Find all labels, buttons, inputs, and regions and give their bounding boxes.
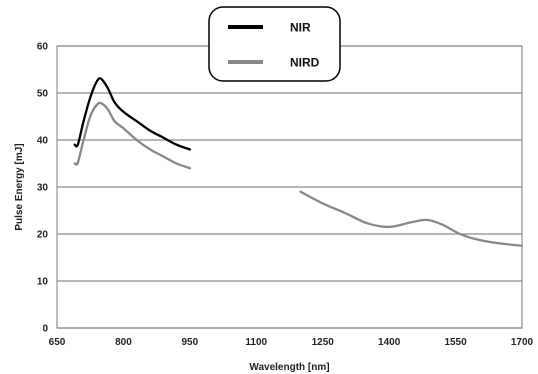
y-tick-label: 10 (37, 277, 49, 288)
x-tick-label: 1700 (511, 337, 534, 348)
legend-box (208, 6, 341, 82)
legend-label-nird: NIRD (290, 56, 320, 70)
y-axis-title: Pulse Energy [mJ] (14, 143, 25, 230)
x-tick-label: 950 (182, 337, 199, 348)
x-tick-label: 650 (49, 337, 66, 348)
tick-labels: 0 10 20 30 40 50 60 650 800 950 1100 1250 1400 1550 17… (37, 42, 534, 349)
series-line-nird-1 (299, 190, 524, 247)
x-axis-title: Wavelength [nm] (249, 362, 329, 373)
y-tick-label: 40 (37, 136, 49, 147)
y-tick-label: 60 (37, 42, 49, 53)
x-tick-label: 800 (115, 337, 132, 348)
x-tick-label: 1400 (378, 337, 401, 348)
legend-label-nir: NIR (290, 21, 311, 35)
y-tick-label: 20 (37, 230, 49, 241)
x-tick-label: 1550 (444, 337, 467, 348)
series-lines (73, 77, 524, 247)
y-tick-label: 50 (37, 89, 49, 100)
legend: NIR NIRD (208, 6, 341, 82)
x-tick-label: 1100 (245, 337, 267, 348)
gridlines (57, 45, 522, 329)
x-tick-label: 1250 (312, 337, 335, 348)
y-tick-label: 30 (37, 183, 49, 194)
series-line-nird-0 (73, 101, 192, 170)
series-line-nir-0 (73, 77, 192, 151)
y-tick-label: 0 (42, 324, 48, 335)
